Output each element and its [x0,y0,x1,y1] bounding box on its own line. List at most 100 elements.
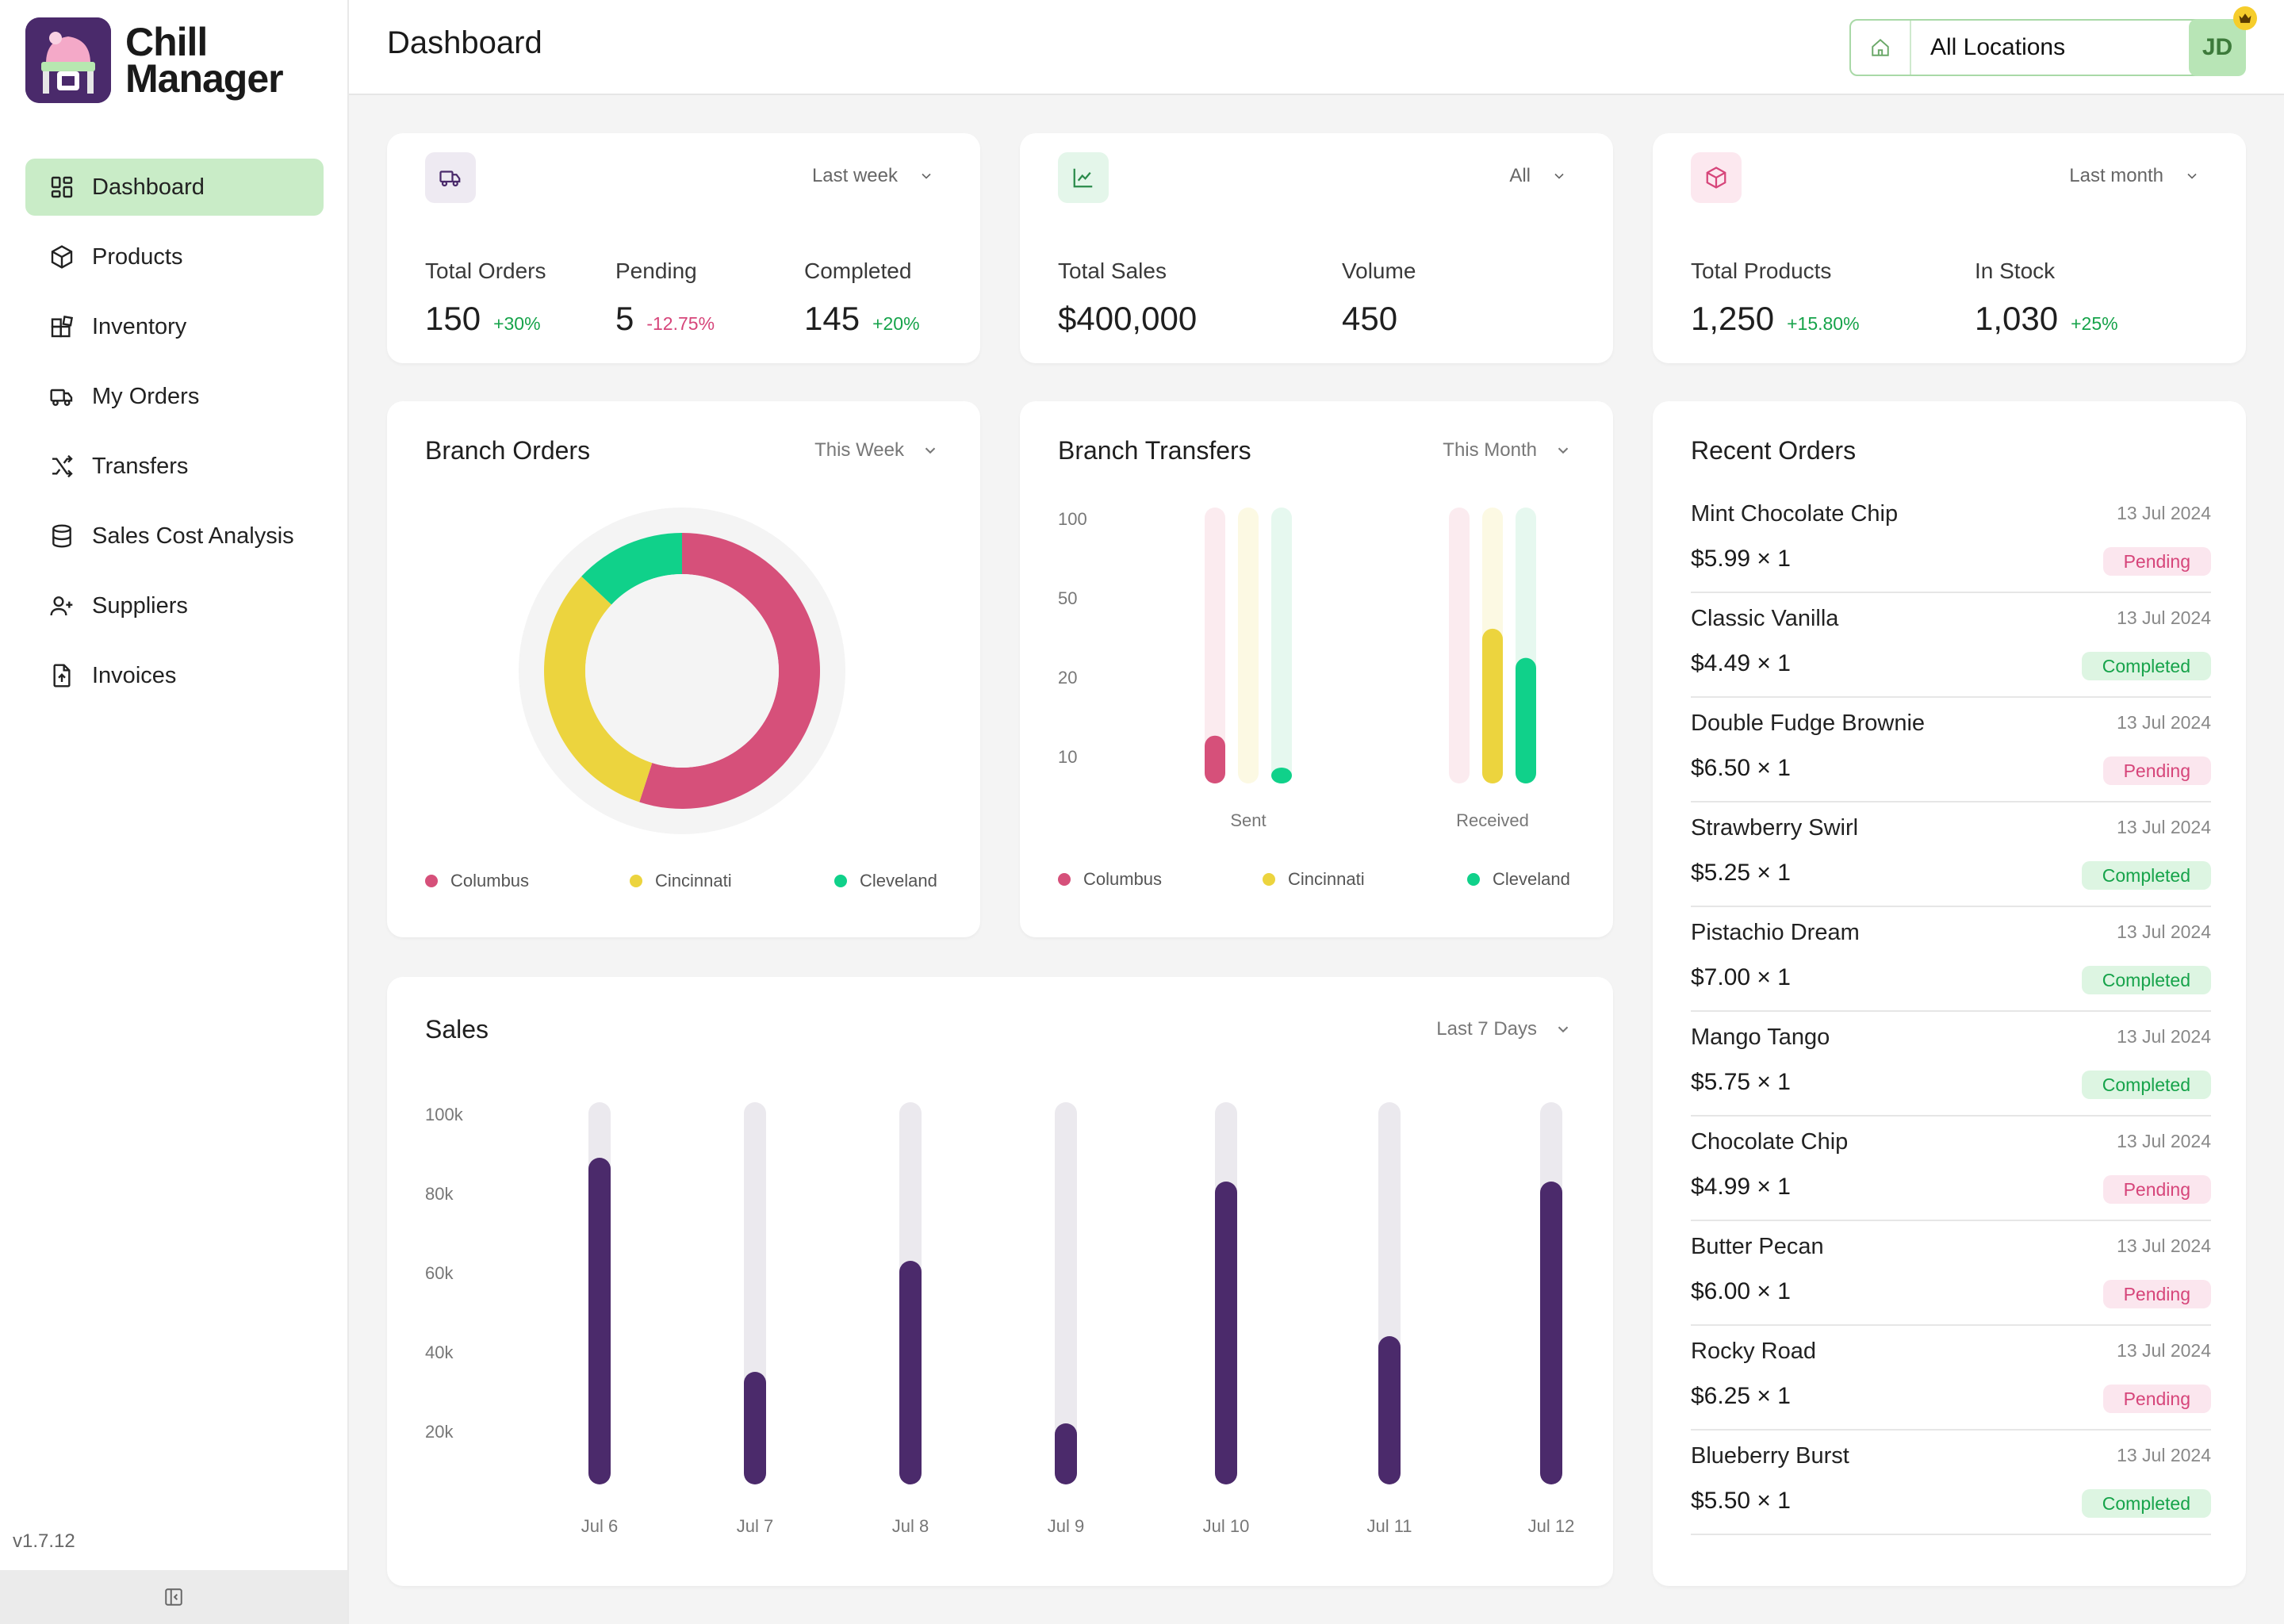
orders-period-select[interactable]: Last week [812,165,934,187]
bar-track [1449,508,1470,783]
bar-cleveland-sent[interactable] [1271,767,1292,783]
sidebar-item-invoices[interactable]: Invoices [25,647,324,704]
order-row[interactable]: Blueberry Burst 13 Jul 2024 $5.50 × 1 Compl… [1691,1431,2211,1535]
stat-delta: +30% [493,313,541,334]
app-name-line2: Manager [125,56,284,101]
sidebar-item-label: Transfers [92,453,189,479]
sales-period-select[interactable]: Last 7 Days [1436,1018,1572,1040]
sidebar-item-label: Sales Cost Analysis [92,523,294,549]
chevron-down-icon [925,447,936,454]
bar-track [1238,508,1259,783]
bar-jul-9[interactable] [1055,1423,1077,1484]
y-tick-label: 50 [1058,588,1077,608]
order-date: 13 Jul 2024 [2117,1235,2211,1256]
bar-columbus-sent[interactable] [1205,735,1225,783]
stat-value: 1,250 [1691,300,1775,337]
user-avatar[interactable]: JD [2189,19,2246,76]
ice-cream-logo-icon [25,17,111,103]
status-badge: Completed [2081,1489,2211,1518]
chevron-down-icon [2187,173,2197,179]
y-tick-label: 20 [1058,668,1077,688]
order-row[interactable]: Chocolate Chip 13 Jul 2024 $4.99 × 1 Pendin… [1691,1116,2211,1221]
location-value: All Locations [1930,34,2066,60]
page-title: Dashboard [387,25,542,60]
sidebar-item-my-orders[interactable]: My Orders [25,368,324,425]
collapse-sidebar-button[interactable] [0,1570,347,1624]
card-title: Branch Transfers [1058,436,1251,465]
sidebar-item-products[interactable]: Products [25,228,324,285]
stat-total-sales: Total Sales $400,000 [1058,259,1197,338]
stat-value: 150 [425,300,481,337]
sidebar-item-suppliers[interactable]: Suppliers [25,577,324,634]
sidebar-item-dashboard[interactable]: Dashboard [25,159,324,216]
order-price: $5.75 × 1 [1691,1069,1791,1095]
order-product-name: Classic Vanilla [1691,606,1839,631]
order-row[interactable]: Mint Chocolate Chip 13 Jul 2024 $5.99 × 1 P… [1691,488,2211,593]
bar-jul-7[interactable] [744,1372,766,1484]
sidebar-item-label: My Orders [92,383,200,409]
y-tick-label: 40k [425,1342,454,1362]
order-row[interactable]: Mango Tango 13 Jul 2024 $5.75 × 1 Completed [1691,1012,2211,1116]
x-tick-label: Jul 7 [737,1516,773,1536]
sales-card: Sales Last 7 Days 100k 80k 60k 40k 20k Jul 6 J… [387,977,1613,1586]
bar-jul-10[interactable] [1215,1182,1237,1484]
bar-track [1055,1102,1077,1484]
recent-orders-card: Recent Orders Mint Chocolate Chip 13 Jul … [1653,401,2246,1586]
products-period-select[interactable]: Last month [2069,165,2200,187]
order-row[interactable]: Butter Pecan 13 Jul 2024 $6.00 × 1 Pending [1691,1221,2211,1326]
order-date: 13 Jul 2024 [2117,921,2211,942]
legend-columbus: Columbus [1058,869,1162,890]
bar-cleveland-received[interactable] [1516,657,1536,783]
branch-orders-period-select[interactable]: This Week [814,439,939,462]
x-tick-label: Jul 11 [1366,1516,1412,1536]
y-tick-label: 100k [425,1105,464,1124]
stat-value: 450 [1342,300,1398,337]
order-product-name: Double Fudge Brownie [1691,710,1926,736]
donut-slice-columbus[interactable] [639,533,820,809]
period-label: This Week [814,439,904,461]
branch-transfers-period-select[interactable]: This Month [1443,439,1572,462]
box-icon [1691,152,1742,203]
legend-label: Cleveland [860,871,937,891]
bar-jul-6[interactable] [588,1158,611,1484]
order-row[interactable]: Strawberry Swirl 13 Jul 2024 $5.25 × 1 Comp… [1691,802,2211,907]
sidebar-item-inventory[interactable]: Inventory [25,298,324,355]
card-title: Sales [425,1015,489,1044]
order-row[interactable]: Classic Vanilla 13 Jul 2024 $4.49 × 1 Compl… [1691,593,2211,698]
stat-label: Total Orders [425,259,546,283]
order-row[interactable]: Pistachio Dream 13 Jul 2024 $7.00 × 1 Compl… [1691,907,2211,1012]
stat-total-products: Total Products 1,250 +15.80% [1691,259,1860,338]
home-icon [1851,21,1911,75]
order-price: $5.99 × 1 [1691,546,1791,572]
bar-jul-8[interactable] [899,1261,922,1484]
file-upload-icon [53,664,71,688]
branch-transfers-chart: 100 50 20 10 Sent Received [1058,508,1536,830]
sidebar-item-label: Products [92,243,183,270]
donut-slice-cleveland[interactable] [581,533,682,605]
bar-track [1271,508,1292,783]
order-date: 13 Jul 2024 [2117,1445,2211,1465]
sidebar-item-sales-cost-analysis[interactable]: Sales Cost Analysis [25,508,324,565]
sidebar-item-transfers[interactable]: Transfers [25,438,324,495]
stat-volume: Volume 450 [1342,259,1416,338]
stat-label: Total Sales [1058,259,1167,283]
order-row[interactable]: Rocky Road 13 Jul 2024 $6.25 × 1 Pending [1691,1326,2211,1431]
app-logo[interactable]: Chill Manager [25,17,284,103]
stat-label: Volume [1342,259,1416,283]
order-price: $4.49 × 1 [1691,650,1791,676]
order-row[interactable]: Double Fudge Brownie 13 Jul 2024 $6.50 × 1… [1691,698,2211,802]
bar-jul-11[interactable] [1378,1336,1401,1484]
period-label: All [1509,165,1531,186]
sales-period-select[interactable]: All [1509,165,1567,187]
stat-pending: Pending 5 -12.75% [615,259,715,338]
donut-slice-cincinnati[interactable] [544,576,653,802]
status-badge: Pending [2102,1280,2211,1308]
bar-cincinnati-received[interactable] [1482,628,1503,783]
shuffle-icon [52,454,73,478]
legend-label: Cincinnati [655,871,732,891]
location-selector[interactable]: All Locations [1849,19,2238,76]
order-date: 13 Jul 2024 [2117,503,2211,523]
truck-icon [50,389,73,406]
order-product-name: Rocky Road [1691,1339,1816,1364]
bar-jul-12[interactable] [1540,1182,1562,1484]
